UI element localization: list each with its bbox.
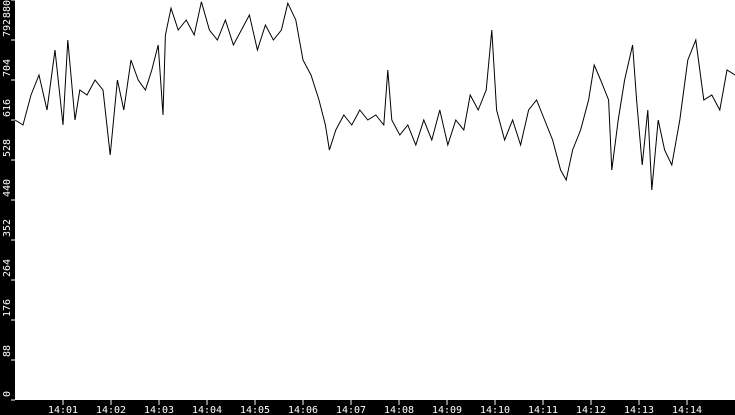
y-tick-label: 88 <box>2 345 13 357</box>
x-tick-label: 14:07 <box>336 405 366 415</box>
y-tick-label: 616 <box>2 99 13 117</box>
x-tick-label: 14:09 <box>432 405 462 415</box>
series-line <box>14 1 735 191</box>
x-tick-label: 14:12 <box>576 405 606 415</box>
y-tick-label: 264 <box>2 259 13 277</box>
y-tick-label: 704 <box>2 59 13 77</box>
x-tick-label: 14:08 <box>384 405 414 415</box>
y-tick-label: 440 <box>2 179 13 197</box>
y-tick-label: 176 <box>2 299 13 317</box>
x-tick-label: 14:11 <box>528 405 558 415</box>
x-tick-label: 14:14 <box>672 405 702 415</box>
x-tick-label: 14:05 <box>240 405 270 415</box>
y-tick-label: 528 <box>2 139 13 157</box>
y-tick-label: 352 <box>2 219 13 237</box>
x-tick-label: 14:06 <box>288 405 318 415</box>
x-tick-label: 14:04 <box>192 405 222 415</box>
x-tick-label: 14:01 <box>48 405 78 415</box>
plot-area <box>15 0 735 400</box>
y-tick-label: 880 <box>2 0 13 18</box>
y-tick-label: 0 <box>2 391 13 397</box>
y-tick-label: 792 <box>2 19 13 37</box>
x-tick-label: 14:02 <box>96 405 126 415</box>
x-tick-label: 14:13 <box>624 405 654 415</box>
x-tick-label: 14:03 <box>144 405 174 415</box>
x-tick-label: 14:10 <box>480 405 510 415</box>
x-axis: 14:01 14:02 14:03 14:04 14:05 14:06 14:07 14:08… <box>48 400 702 415</box>
